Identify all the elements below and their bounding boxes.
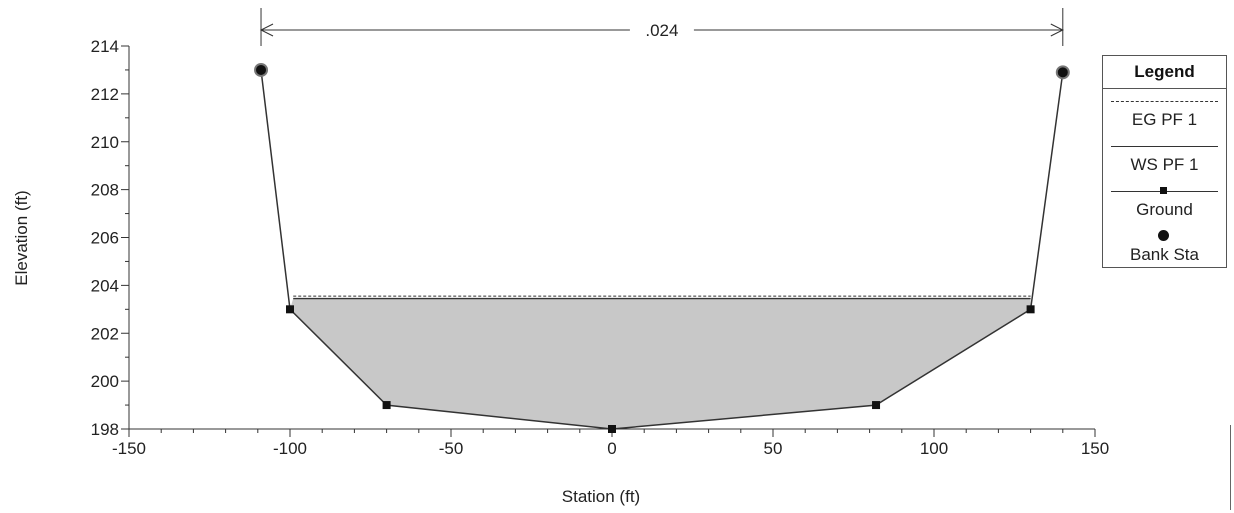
legend-label-ws: WS PF 1 [1130,155,1199,174]
y-tick-label: 212 [91,85,119,104]
square-marker-icon [1160,187,1167,194]
legend-title: Legend [1103,56,1226,89]
annotation-label: .024 [645,21,678,40]
x-tick-label: 50 [764,439,783,458]
y-tick-label: 206 [91,229,119,248]
ground-marker [872,401,881,410]
y-tick-label: 200 [91,372,119,391]
legend-swatch-dashed-line [1111,101,1218,102]
x-tick-label: 100 [920,439,948,458]
legend-label-ground: Ground [1136,200,1193,219]
y-tick-label: 204 [91,276,119,295]
x-tick-label: 0 [607,439,616,458]
bank-station-marker [254,62,269,77]
x-tick-label: 150 [1081,439,1109,458]
y-tick-label: 214 [91,37,119,56]
legend-label-eg: EG PF 1 [1131,110,1198,129]
edge-line [1230,425,1231,510]
y-tick-label: 202 [91,324,119,343]
y-tick-label: 208 [91,181,119,200]
ground-marker [608,425,616,433]
legend-label-bank: Bank Sta [1130,245,1199,264]
legend-swatch-solid-line [1111,146,1218,147]
circle-marker-icon [1158,230,1169,241]
ground-marker [286,305,294,314]
y-tick-label: 210 [91,133,119,152]
legend: Legend EG PF 1 WS PF 1 Ground Bank Sta [1102,55,1227,268]
y-axis-title: Elevation (ft) [12,190,31,285]
legend-item-ws: WS PF 1 [1103,134,1226,179]
ground-marker [1026,305,1035,314]
x-axis-title: Station (ft) [562,487,640,506]
water-fill [290,298,1031,429]
annotation-arrow-left [259,23,274,37]
ground-marker [382,401,391,410]
bank-station-marker [1055,65,1070,80]
legend-item-eg: EG PF 1 [1103,89,1226,134]
y-tick-label: 198 [91,420,119,439]
annotation-arrow-right [1050,23,1064,37]
x-tick-label: -50 [439,439,464,458]
x-tick-label: -150 [112,439,146,458]
x-tick-label: -100 [273,439,307,458]
legend-item-ground: Ground [1103,179,1226,224]
legend-item-bank: Bank Sta [1103,224,1226,269]
